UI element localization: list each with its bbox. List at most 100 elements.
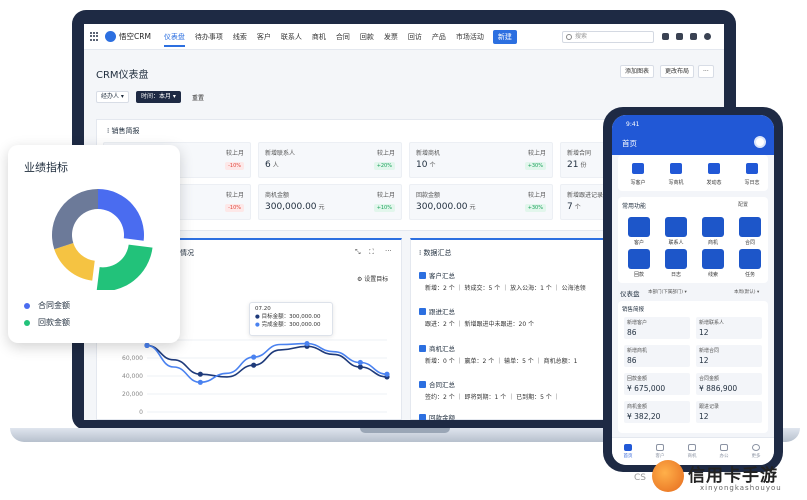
tab-customer-icon[interactable] — [656, 444, 664, 451]
new-button[interactable]: 新建 — [492, 29, 517, 44]
nav-item-todo[interactable]: 待办事项 — [194, 32, 223, 41]
phone-card[interactable]: 跟进记录 12 — [696, 401, 762, 423]
phone-card[interactable]: 回款金额 ¥ 675,000 — [624, 373, 690, 395]
settings-icon[interactable] — [690, 33, 697, 40]
payment-icon — [419, 413, 426, 420]
donut-slice — [98, 189, 144, 241]
series-line-0 — [146, 344, 388, 378]
nav-item-contacts[interactable]: 联系人 — [280, 32, 302, 41]
common-title: 常用功能 — [622, 203, 647, 210]
func-customer-icon[interactable] — [628, 217, 650, 237]
phone-header — [612, 115, 774, 155]
time-filter[interactable]: 时间：本月 ▾ — [136, 91, 181, 103]
func-contact-icon[interactable] — [665, 217, 687, 237]
watermark-title: 信用卡手游 — [688, 466, 778, 486]
reset-link[interactable]: 重置 — [192, 95, 205, 102]
post-status-icon[interactable] — [708, 163, 720, 174]
change-badge: +20% — [373, 162, 395, 170]
write-customer-icon[interactable] — [632, 163, 644, 174]
phone-card[interactable]: 新增合同 12 — [696, 345, 762, 367]
nav-item-dashboard[interactable]: 仪表盘 — [163, 32, 185, 47]
phone-dept-filter[interactable]: 本部门(下属部门) ▾ — [648, 290, 687, 295]
search-input[interactable]: 搜索 — [562, 31, 654, 43]
add-chart-button[interactable]: 添加图表 — [620, 65, 655, 78]
brief-card-opportunity-amount[interactable]: 商机金额 较上月 300,000.00 元 +10% — [258, 184, 402, 220]
change-badge: +30% — [524, 204, 546, 212]
brief-card-new-opportunities[interactable]: 新增商机 较上月 10 个 +30% — [409, 142, 553, 178]
nav-item-payments[interactable]: 回款 — [359, 32, 374, 41]
phone-dash-title: 仪表盘 — [620, 290, 640, 298]
more-button[interactable]: ··· — [698, 65, 714, 78]
change-layout-button[interactable]: 更改布局 — [660, 65, 695, 78]
summary-head-payments: 回款金额 — [419, 412, 455, 420]
func-log-icon[interactable] — [665, 249, 687, 269]
page-title: CRM仪表盘 — [96, 70, 149, 81]
tab-home-icon[interactable] — [624, 444, 632, 451]
write-opportunity-icon[interactable] — [670, 163, 682, 174]
func-leads-icon[interactable] — [702, 249, 724, 269]
brand-name: 悟空CRM — [119, 32, 151, 41]
kpi-card: 业绩指标 合同金额 回款金额 — [8, 145, 180, 343]
summary-row-opportunities: 新增：0 个 ｜ 赢单：2 个 ｜ 输单：5 个 ｜ 商机总额：1 — [425, 358, 578, 365]
phone-screen: 9:41 首页 写客户 写商机 发动态 写日志 常用功能 配置 客户 联系人 商… — [612, 115, 774, 465]
nav-item-products[interactable]: 产品 — [431, 32, 446, 41]
y-tick-label: 0 — [139, 409, 143, 416]
y-tick-label: 20,000 — [122, 391, 143, 398]
legend-payment: 回款金额 — [24, 317, 70, 328]
tab-opportunity-icon[interactable] — [688, 444, 696, 451]
nav-item-invoices[interactable]: 发票 — [383, 32, 398, 41]
nav-item-customers[interactable]: 客户 — [256, 32, 271, 41]
nav-item-leads[interactable]: 线索 — [232, 32, 247, 41]
change-badge: -10% — [225, 204, 244, 212]
set-goal-button[interactable]: ⚙ 设置目标 — [357, 276, 389, 283]
phone-card[interactable]: 合同金额 ¥ 886,900 — [696, 373, 762, 395]
phone-avatar[interactable] — [754, 136, 766, 148]
summary-row-followups: 跟进：2 个 ｜ 新增跟进中未跟进：20 个 — [425, 321, 535, 328]
phone-brief-title: 销售简报 — [622, 307, 645, 313]
func-contract-icon[interactable] — [739, 217, 761, 237]
func-task-icon[interactable] — [739, 249, 761, 269]
phone-card[interactable]: 商机金额 ¥ 382,20 — [624, 401, 690, 423]
followup-icon — [419, 307, 426, 315]
series-point — [357, 364, 363, 370]
brief-card-payment-amount[interactable]: 回款金额 较上月 300,000.00 元 +30% — [409, 184, 553, 220]
write-log-icon[interactable] — [746, 163, 758, 174]
donut-slice — [51, 189, 98, 250]
summary-head-opportunities: 商机汇总 — [419, 343, 455, 353]
sales-brief-title: ⁞ 销售简报 — [107, 127, 140, 135]
phone-card[interactable]: 新增客户 86 — [624, 317, 690, 339]
func-payment-icon[interactable] — [628, 249, 650, 269]
laptop-notch — [360, 428, 450, 433]
tooltip-done: ● 完成金额：300,000.00 — [255, 322, 321, 328]
func-opportunity-icon[interactable] — [702, 217, 724, 237]
change-badge: +30% — [524, 162, 546, 170]
owner-filter[interactable]: 经办人 ▾ — [96, 91, 129, 103]
y-tick-label: 40,000 — [122, 373, 143, 380]
user-avatar-icon[interactable] — [704, 33, 711, 40]
goal-chart-title: 成情况 — [173, 249, 194, 257]
nav-item-marketing[interactable]: 市场活动 — [455, 32, 484, 41]
nav-item-contracts[interactable]: 合同 — [335, 32, 350, 41]
app-grid-icon[interactable] — [90, 32, 99, 41]
bell-icon[interactable] — [676, 33, 683, 40]
config-link[interactable]: 配置 — [738, 202, 749, 208]
expand-icon[interactable]: ⤡ — [355, 248, 361, 256]
summary-row-customers: 新增：2 个 ｜ 转成交：5 个 ｜ 放入公海：1 个 ｜ 公海池领 — [425, 285, 586, 292]
brand-logo-icon — [105, 31, 116, 42]
nav-item-opportunities[interactable]: 商机 — [311, 32, 326, 41]
top-nav: 悟空CRM 仪表盘 待办事项 线索 客户 联系人 商机 合同 回款 发票 回访 … — [84, 24, 724, 50]
rocket-icon[interactable] — [662, 33, 669, 40]
fullscreen-icon[interactable]: ⛶ — [369, 248, 374, 256]
phone-card[interactable]: 新增联系人 12 — [696, 317, 762, 339]
opportunity-icon — [419, 344, 426, 352]
nav-item-revisits[interactable]: 回访 — [407, 32, 422, 41]
tab-office-icon[interactable] — [720, 444, 728, 451]
summary-row-contracts: 签约：2 个 ｜ 即将到期：1 个 ｜ 已到期：5 个 ｜ — [425, 394, 560, 401]
phone-week-filter[interactable]: 本周(默认) ▾ — [734, 290, 760, 295]
phone-card[interactable]: 新增商机 86 — [624, 345, 690, 367]
tab-more-icon[interactable] — [752, 444, 760, 451]
more-icon[interactable]: ··· — [385, 247, 392, 255]
donut-slice — [54, 243, 95, 281]
